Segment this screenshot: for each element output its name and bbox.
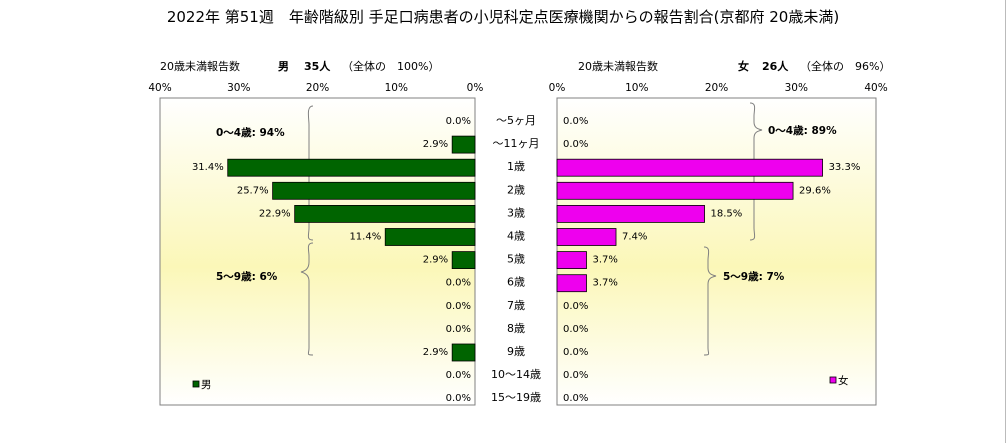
male-bar — [451, 135, 476, 154]
chart-title: 2022年 第51週 年齢階級別 手足口病患者の小児科定点医療機関からの報告割合… — [166, 8, 840, 26]
male-value-label: 11.4% — [349, 232, 381, 243]
female-brace-0-4 — [749, 102, 763, 241]
female-value-label: 3.7% — [593, 255, 618, 266]
category-label: ～11ヶ月 — [493, 137, 540, 150]
female-value-label: 0.0% — [563, 347, 588, 358]
male-value-label: 2.9% — [423, 139, 448, 150]
male-value-label: 0.0% — [446, 393, 471, 404]
male-value-label: 0.0% — [446, 116, 471, 127]
female-x-tick-label: 30% — [785, 82, 808, 94]
female-bar — [556, 228, 617, 246]
male-value-label: 31.4% — [192, 162, 224, 173]
male-header-sex: 男 — [278, 60, 289, 73]
category-label: 6歳 — [507, 276, 525, 289]
male-value-label: 0.0% — [446, 370, 471, 381]
female-legend-label: 女 — [838, 374, 849, 387]
female-group-label-0-4: 0～4歳: 89% — [768, 124, 837, 137]
male-legend-label: 男 — [201, 379, 212, 391]
category-label: ～5ヶ月 — [496, 114, 536, 127]
female-x-tick-label: 40% — [864, 82, 887, 94]
male-legend-swatch — [192, 380, 200, 388]
male-x-tick-label: 40% — [148, 82, 171, 94]
category-label: 7歳 — [507, 299, 525, 312]
female-bar — [556, 204, 705, 223]
female-value-label: 0.0% — [563, 301, 588, 312]
male-bar — [384, 228, 476, 246]
female-header-share: （全体の 96%） — [800, 59, 890, 73]
male-value-label: 2.9% — [423, 347, 448, 358]
male-header-count: 35人 — [304, 59, 331, 73]
male-value-label: 0.0% — [446, 301, 471, 312]
female-plot-area — [556, 97, 877, 406]
male-value-label: 0.0% — [446, 278, 471, 289]
male-bar — [451, 343, 476, 362]
female-value-label: 3.7% — [593, 278, 618, 289]
female-value-label: 0.0% — [563, 324, 588, 335]
female-value-label: 33.3% — [829, 162, 861, 173]
male-value-label: 2.9% — [423, 255, 448, 266]
female-brace-5-9 — [703, 246, 717, 356]
female-header-sex: 女 — [738, 59, 749, 73]
category-label: 10～14歳 — [491, 368, 541, 381]
category-label: 5歳 — [507, 253, 525, 266]
female-header-count: 26人 — [762, 59, 789, 73]
female-value-label: 7.4% — [622, 232, 647, 243]
female-group-label-5-9: 5～9歳: 7% — [723, 270, 785, 283]
female-value-label: 0.0% — [563, 116, 588, 127]
male-x-tick-label: 0% — [467, 82, 484, 94]
male-header-share: （全体の 100%） — [342, 59, 439, 73]
male-bar — [451, 251, 476, 270]
male-value-label: 22.9% — [259, 208, 291, 219]
male-brace-5-9 — [300, 242, 314, 356]
female-value-label: 29.6% — [799, 185, 831, 196]
male-value-label: 0.0% — [446, 324, 471, 335]
male-x-tick-label: 30% — [227, 82, 250, 94]
female-bar — [556, 251, 587, 270]
category-label: 1歳 — [507, 160, 525, 173]
female-value-label: 0.0% — [563, 139, 588, 150]
male-group-label-5-9: 5～9歳: 6% — [216, 270, 278, 283]
female-value-label: 0.0% — [563, 370, 588, 381]
category-label: 4歳 — [507, 230, 525, 243]
female-bar — [556, 274, 587, 293]
female-legend-swatch — [829, 376, 837, 384]
category-label: 8歳 — [507, 322, 525, 335]
male-header-label: 20歳未満報告数 — [160, 60, 240, 73]
male-value-label: 25.7% — [237, 185, 269, 196]
category-label: 3歳 — [507, 206, 525, 219]
female-value-label: 18.5% — [711, 208, 743, 219]
category-label: 9歳 — [507, 345, 525, 358]
male-group-label-0-4: 0～4歳: 94% — [216, 126, 285, 139]
male-x-tick-label: 20% — [306, 82, 329, 94]
male-bar — [294, 204, 476, 223]
category-label: 15～19歳 — [491, 391, 541, 404]
male-x-tick-label: 10% — [385, 82, 408, 94]
category-label: 2歳 — [507, 183, 525, 196]
female-bar — [556, 181, 794, 200]
female-x-tick-label: 20% — [705, 82, 728, 94]
female-x-tick-label: 0% — [549, 82, 566, 94]
female-bar — [556, 158, 823, 177]
male-bar — [272, 181, 476, 200]
male-bar — [227, 158, 476, 177]
female-value-label: 0.0% — [563, 393, 588, 404]
female-header-label: 20歳未満報告数 — [578, 60, 658, 73]
female-x-tick-label: 10% — [625, 82, 648, 94]
